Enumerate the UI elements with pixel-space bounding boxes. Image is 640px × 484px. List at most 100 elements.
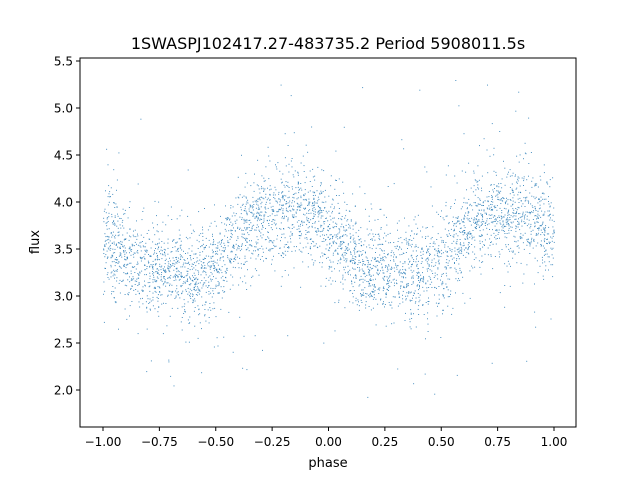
data-point bbox=[534, 283, 535, 285]
data-point bbox=[204, 267, 206, 269]
data-point bbox=[497, 196, 499, 198]
data-point bbox=[529, 213, 531, 215]
data-point bbox=[496, 219, 497, 221]
data-point bbox=[330, 175, 332, 177]
data-point bbox=[238, 284, 240, 286]
data-point bbox=[454, 247, 456, 249]
data-point bbox=[401, 242, 403, 244]
data-point bbox=[512, 191, 514, 193]
data-point bbox=[334, 302, 336, 304]
data-point bbox=[220, 245, 222, 247]
data-point bbox=[515, 174, 516, 176]
data-point bbox=[176, 292, 178, 294]
data-point bbox=[114, 248, 116, 250]
data-point bbox=[476, 221, 478, 223]
data-point bbox=[325, 217, 327, 219]
data-point bbox=[213, 270, 215, 272]
data-point bbox=[399, 246, 401, 248]
data-point bbox=[360, 275, 362, 277]
data-point bbox=[406, 283, 408, 285]
data-point bbox=[263, 216, 265, 218]
data-point bbox=[461, 250, 463, 252]
data-point bbox=[467, 252, 469, 254]
data-point bbox=[442, 294, 444, 296]
data-point bbox=[352, 255, 354, 257]
data-point bbox=[235, 197, 237, 199]
data-point bbox=[477, 224, 479, 226]
data-point bbox=[434, 294, 435, 296]
data-point bbox=[261, 237, 263, 239]
data-point bbox=[230, 262, 232, 264]
data-point bbox=[156, 224, 158, 226]
data-point bbox=[512, 251, 514, 253]
data-point bbox=[410, 291, 412, 293]
data-point bbox=[429, 253, 431, 255]
data-point bbox=[387, 280, 389, 282]
data-point bbox=[160, 274, 162, 276]
data-point bbox=[300, 202, 302, 204]
data-point bbox=[488, 223, 490, 225]
data-point bbox=[134, 241, 136, 243]
data-point bbox=[531, 195, 533, 197]
data-point bbox=[187, 270, 189, 272]
data-point bbox=[483, 209, 485, 211]
data-point bbox=[340, 248, 342, 250]
data-point bbox=[457, 272, 459, 274]
data-point bbox=[475, 218, 477, 220]
data-point bbox=[287, 197, 289, 199]
data-point bbox=[304, 189, 306, 191]
data-point bbox=[445, 272, 447, 274]
data-point bbox=[382, 269, 384, 271]
data-point bbox=[398, 293, 400, 295]
data-point bbox=[469, 233, 471, 235]
data-point bbox=[180, 273, 182, 275]
data-point bbox=[337, 253, 339, 255]
data-point bbox=[148, 303, 150, 304]
data-point bbox=[429, 246, 431, 248]
data-point bbox=[224, 247, 226, 248]
data-point bbox=[405, 298, 407, 300]
data-point bbox=[137, 183, 139, 185]
data-point bbox=[406, 241, 408, 243]
data-point bbox=[552, 177, 554, 179]
data-point bbox=[528, 219, 530, 221]
data-point bbox=[371, 208, 373, 210]
data-point bbox=[250, 205, 252, 207]
data-point bbox=[205, 320, 207, 322]
data-point bbox=[307, 227, 309, 229]
data-point bbox=[498, 215, 500, 217]
data-point bbox=[520, 236, 522, 238]
data-point bbox=[305, 144, 307, 146]
data-point bbox=[150, 255, 152, 257]
data-point bbox=[278, 208, 280, 210]
data-point bbox=[512, 208, 514, 210]
data-point bbox=[494, 219, 496, 220]
data-point bbox=[227, 241, 229, 243]
data-point bbox=[278, 253, 280, 254]
data-point bbox=[113, 273, 115, 275]
data-point bbox=[454, 267, 456, 269]
data-point bbox=[161, 250, 163, 252]
data-point bbox=[368, 282, 370, 284]
data-point bbox=[438, 259, 440, 261]
data-point bbox=[490, 184, 492, 186]
data-point bbox=[269, 189, 271, 191]
data-point bbox=[264, 206, 266, 208]
data-point bbox=[203, 270, 205, 272]
data-point bbox=[487, 200, 489, 202]
data-point bbox=[373, 244, 374, 246]
data-point bbox=[150, 309, 151, 311]
data-point bbox=[331, 238, 333, 240]
data-point bbox=[515, 188, 517, 190]
data-point bbox=[182, 283, 184, 285]
data-point bbox=[354, 247, 356, 249]
data-point bbox=[119, 279, 121, 281]
data-point bbox=[360, 278, 362, 280]
data-point bbox=[484, 239, 486, 241]
data-point bbox=[393, 278, 395, 280]
data-point bbox=[238, 267, 240, 269]
data-point bbox=[377, 260, 379, 262]
data-point bbox=[536, 215, 538, 217]
data-point bbox=[402, 269, 404, 271]
data-point bbox=[385, 293, 387, 295]
